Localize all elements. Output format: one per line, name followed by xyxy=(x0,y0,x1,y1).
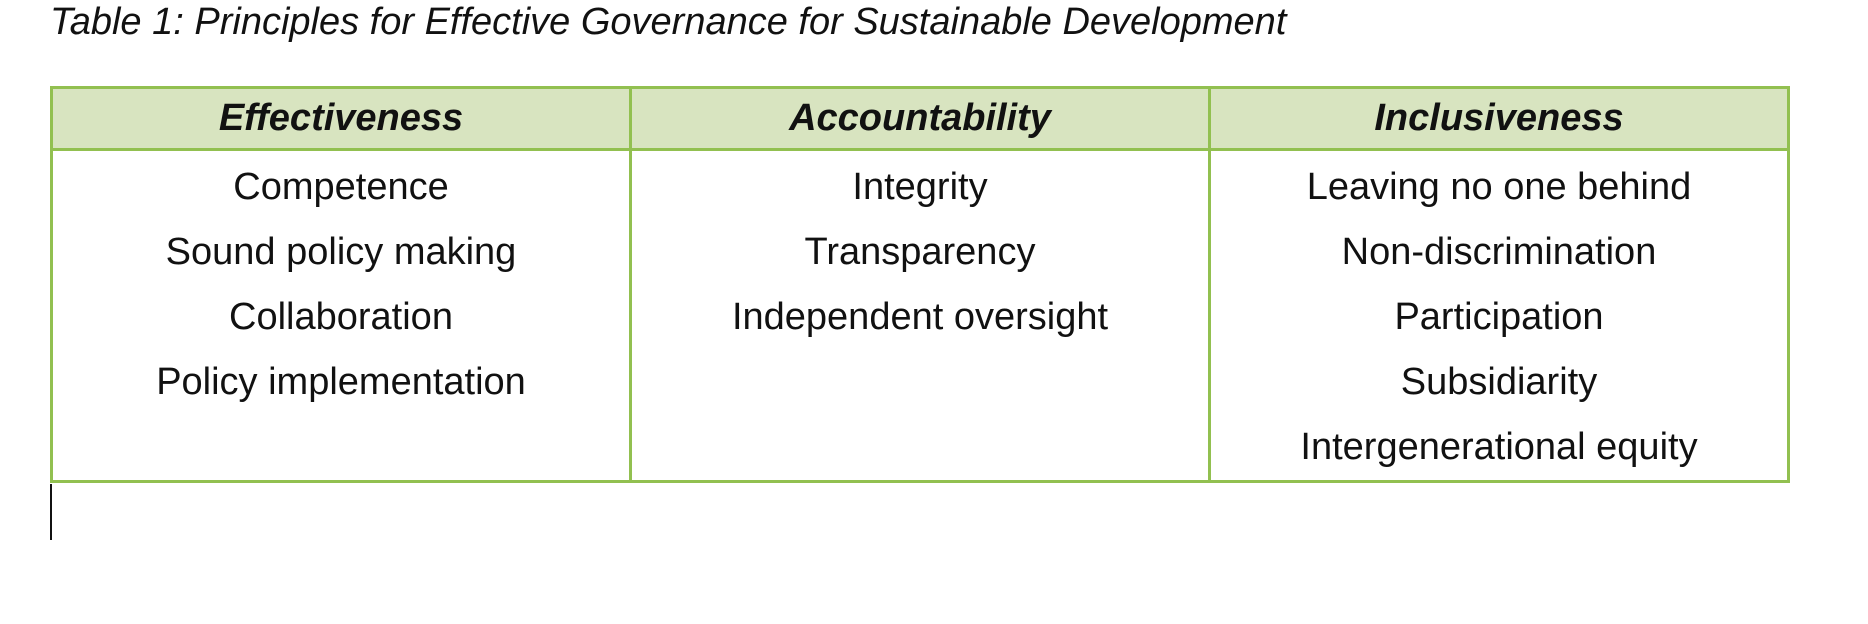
column-header-effectiveness: Effectiveness xyxy=(50,86,632,151)
list-item: Integrity xyxy=(852,166,988,208)
list-item: Leaving no one behind xyxy=(1306,166,1692,208)
cell-inclusiveness: Leaving no one behind Non-discrimination… xyxy=(1208,148,1790,483)
table-caption: Table 1: Principles for Effective Govern… xyxy=(50,1,1287,43)
list-item: Non-discrimination xyxy=(1341,231,1657,273)
list-item: Independent oversight xyxy=(731,296,1109,338)
text-cursor[interactable] xyxy=(50,484,52,540)
cell-effectiveness: Competence Sound policy making Collabora… xyxy=(50,148,632,483)
accountability-list: Integrity Transparency Independent overs… xyxy=(632,151,1208,350)
effectiveness-list: Competence Sound policy making Collabora… xyxy=(53,151,629,415)
list-item: Transparency xyxy=(804,231,1036,273)
column-header-inclusiveness: Inclusiveness xyxy=(1208,86,1790,151)
list-item: Collaboration xyxy=(229,296,453,338)
list-item: Policy implementation xyxy=(156,361,526,403)
table-header-row: Effectiveness Accountability Inclusivene… xyxy=(50,86,1790,151)
list-item: Participation xyxy=(1394,296,1604,338)
list-item: Competence xyxy=(233,166,449,208)
inclusiveness-list: Leaving no one behind Non-discrimination… xyxy=(1211,151,1787,480)
table-row: Competence Sound policy making Collabora… xyxy=(50,148,1790,483)
principles-table: Effectiveness Accountability Inclusivene… xyxy=(50,86,1790,483)
list-item: Intergenerational equity xyxy=(1300,426,1698,468)
column-header-accountability: Accountability xyxy=(629,86,1211,151)
list-item: Subsidiarity xyxy=(1400,361,1598,403)
cell-accountability: Integrity Transparency Independent overs… xyxy=(629,148,1211,483)
list-item: Sound policy making xyxy=(165,231,517,273)
